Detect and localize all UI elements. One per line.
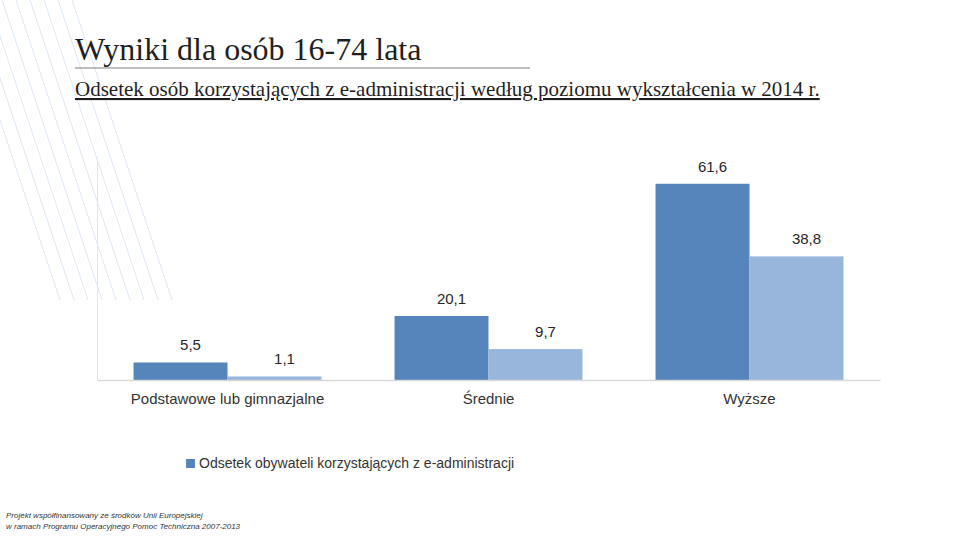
bar: [228, 376, 322, 380]
bar: [134, 362, 228, 380]
legend-swatch: [186, 459, 195, 468]
x-axis: Podstawowe lub gimnazjalne Średnie Wyższe: [98, 380, 881, 407]
decoration-line: [0, 0, 74, 300]
x-tick: Średnie: [463, 380, 515, 407]
legend-label: Odsetek obywateli korzystających z e-adm…: [199, 455, 514, 471]
footnote: w ramach Programu Operacyjnego Pomoc Tec…: [6, 522, 241, 531]
data-label: 20,1: [437, 290, 466, 307]
decoration-line: [0, 0, 60, 300]
subtitle-line: Odsetek osób korzystających z e-administ…: [75, 77, 820, 101]
data-label: 61,6: [698, 158, 727, 175]
footnote: Projekt współfinansowany ze środków Unii…: [6, 511, 203, 520]
bar: [750, 256, 844, 380]
x-tick-label: Średnie: [463, 390, 515, 407]
x-tick-label: Wyższe: [723, 390, 775, 407]
y-axis: [97, 158, 98, 381]
x-tick-label: Podstawowe lub gimnazjalne: [131, 390, 324, 407]
title: Wyniki dla osób 16-74 lata: [75, 31, 421, 67]
title-rule: [75, 68, 530, 69]
bars: [134, 184, 844, 380]
data-label: 1,1: [274, 350, 295, 367]
x-axis-line: [98, 380, 881, 382]
bar: [656, 184, 750, 380]
y-axis-line: [97, 158, 98, 381]
bar: [489, 349, 583, 380]
x-tick: Podstawowe lub gimnazjalne: [131, 380, 324, 407]
legend: Odsetek obywateli korzystających z e-adm…: [186, 455, 514, 471]
data-label: 9,7: [535, 323, 556, 340]
subtitle: Odsetek osób korzystających z e-administ…: [75, 77, 820, 101]
chart: Wyniki dla osób 16-74 lata Odsetek osób k…: [0, 0, 960, 540]
x-tick: Wyższe: [723, 380, 775, 407]
data-label: 5,5: [180, 336, 201, 353]
data-label: 38,8: [792, 230, 821, 247]
bar: [395, 316, 489, 380]
data-labels: 5,5 20,1 61,6 1,1 9,7 38,8: [180, 158, 821, 368]
